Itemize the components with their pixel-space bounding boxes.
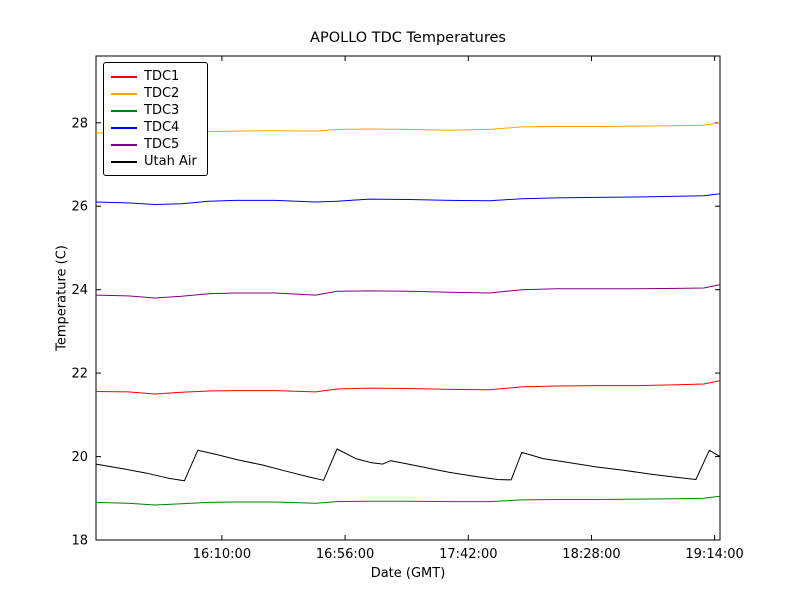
legend-line-swatch	[111, 109, 137, 112]
legend-item: TDC2	[111, 85, 197, 102]
legend-item-label: TDC5	[144, 137, 180, 152]
legend-line-swatch	[111, 143, 137, 146]
legend-line-swatch	[111, 92, 137, 95]
svg-text:26: 26	[71, 200, 88, 215]
legend-item-label: TDC2	[144, 86, 180, 101]
legend-item-label: TDC3	[144, 103, 180, 118]
legend-item-label: TDC1	[144, 69, 180, 84]
legend-item: TDC3	[111, 102, 197, 119]
chart-title: APOLLO TDC Temperatures	[310, 30, 506, 46]
legend-item: Utah Air	[111, 153, 197, 170]
svg-text:18: 18	[71, 534, 88, 549]
svg-text:19:14:00: 19:14:00	[685, 547, 743, 562]
svg-text:20: 20	[71, 450, 88, 465]
legend-line-swatch	[111, 126, 137, 129]
svg-text:16:10:00: 16:10:00	[193, 547, 251, 562]
svg-text:17:42:00: 17:42:00	[439, 547, 497, 562]
svg-text:18:28:00: 18:28:00	[562, 547, 620, 562]
legend-line-swatch	[111, 75, 137, 78]
legend: TDC1 TDC2 TDC3 TDC4 TDC5 Utah Air	[103, 62, 208, 176]
svg-text:24: 24	[71, 283, 88, 298]
legend-line-swatch	[111, 160, 137, 163]
x-axis-label: Date (GMT)	[370, 566, 446, 581]
legend-item: TDC5	[111, 136, 197, 153]
legend-item: TDC1	[111, 68, 197, 85]
svg-text:16:56:00: 16:56:00	[316, 547, 374, 562]
legend-item: TDC4	[111, 119, 197, 136]
svg-text:28: 28	[71, 116, 88, 131]
svg-text:22: 22	[71, 367, 88, 382]
legend-item-label: Utah Air	[144, 154, 197, 169]
legend-item-label: TDC4	[144, 120, 180, 135]
